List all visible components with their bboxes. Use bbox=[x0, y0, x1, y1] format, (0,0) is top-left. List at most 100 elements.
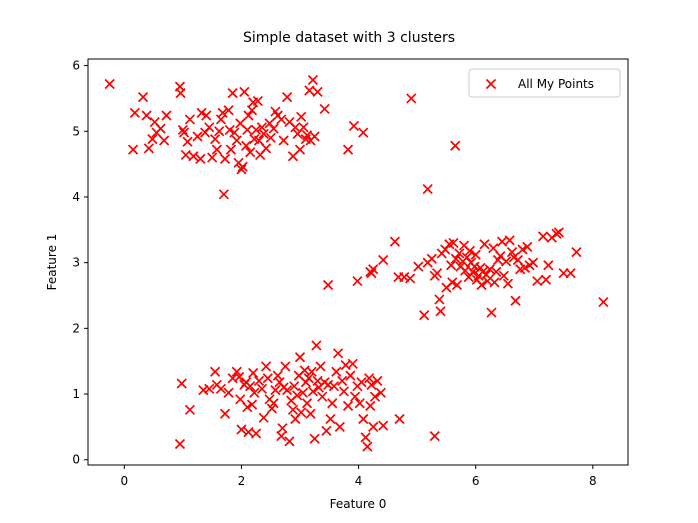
data-point bbox=[291, 390, 303, 401]
data-point bbox=[356, 377, 367, 388]
data-point bbox=[378, 420, 389, 431]
x-tick-label: 0 bbox=[120, 474, 128, 488]
data-point bbox=[450, 253, 461, 264]
data-point bbox=[332, 348, 344, 359]
data-point bbox=[276, 114, 287, 125]
data-point bbox=[323, 279, 334, 291]
data-point bbox=[342, 144, 354, 155]
data-point bbox=[260, 143, 272, 154]
data-point bbox=[502, 278, 514, 289]
data-point bbox=[540, 274, 552, 285]
data-point bbox=[431, 268, 443, 279]
y-tick-label: 4 bbox=[72, 190, 80, 204]
data-point bbox=[372, 375, 383, 387]
data-point bbox=[104, 78, 115, 90]
data-point bbox=[337, 375, 348, 387]
data-point bbox=[470, 249, 481, 260]
data-point bbox=[307, 386, 319, 397]
data-point bbox=[375, 387, 386, 398]
data-point bbox=[354, 398, 365, 409]
data-point bbox=[246, 399, 258, 410]
data-point bbox=[214, 126, 225, 137]
data-point bbox=[565, 268, 576, 279]
data-point bbox=[598, 296, 609, 308]
data-point bbox=[234, 371, 245, 383]
data-point bbox=[319, 103, 330, 115]
data-point bbox=[532, 275, 543, 287]
data-point bbox=[331, 366, 342, 377]
data-point bbox=[270, 385, 281, 396]
data-point bbox=[389, 236, 400, 247]
legend-label: All My Points bbox=[518, 77, 594, 91]
chart-title: Simple dataset with 3 clusters bbox=[243, 30, 455, 46]
data-point bbox=[188, 151, 199, 162]
data-point bbox=[435, 306, 446, 317]
y-axis: 0 1 2 3 4 5 6 bbox=[72, 59, 88, 467]
data-point bbox=[155, 123, 166, 134]
data-point bbox=[260, 361, 272, 372]
data-point bbox=[510, 295, 521, 306]
legend-x-marker bbox=[485, 78, 497, 90]
data-point bbox=[209, 366, 221, 377]
data-point bbox=[196, 107, 207, 118]
data-point bbox=[280, 361, 291, 372]
data-point bbox=[504, 235, 515, 246]
y-tick-label: 6 bbox=[72, 59, 80, 73]
x-tick-label: 4 bbox=[355, 474, 363, 488]
data-point bbox=[209, 134, 221, 145]
data-point bbox=[243, 110, 254, 121]
plot-frame bbox=[87, 58, 629, 466]
data-point bbox=[225, 144, 237, 155]
data-point bbox=[248, 367, 259, 379]
data-point bbox=[242, 402, 253, 413]
data-point bbox=[522, 241, 533, 252]
x-tick-label: 8 bbox=[589, 474, 597, 488]
data-point bbox=[201, 110, 212, 121]
data-point bbox=[312, 86, 323, 97]
data-point bbox=[454, 248, 465, 259]
data-point bbox=[358, 127, 369, 138]
legend: All My Points bbox=[468, 68, 621, 98]
y-tick-label: 2 bbox=[72, 321, 80, 335]
data-point bbox=[297, 387, 309, 398]
data-point bbox=[178, 127, 190, 138]
data-point bbox=[184, 114, 196, 125]
data-point bbox=[348, 120, 360, 132]
data-point bbox=[464, 245, 475, 256]
data-point bbox=[349, 391, 361, 402]
data-point bbox=[296, 407, 307, 418]
data-point bbox=[242, 124, 253, 136]
data-point bbox=[219, 153, 231, 164]
data-point bbox=[219, 408, 231, 419]
data-point bbox=[262, 373, 273, 384]
y-tick-label: 0 bbox=[72, 453, 80, 467]
data-point bbox=[250, 428, 262, 439]
data-point bbox=[241, 140, 252, 151]
data-point bbox=[360, 432, 371, 443]
data-point bbox=[159, 135, 170, 146]
data-point bbox=[519, 262, 531, 274]
data-point bbox=[174, 438, 186, 450]
data-point bbox=[311, 340, 322, 351]
data-point bbox=[528, 257, 539, 268]
data-point bbox=[325, 413, 336, 425]
data-point bbox=[328, 381, 340, 392]
data-point bbox=[204, 383, 215, 394]
data-point bbox=[301, 398, 313, 409]
data-point bbox=[352, 275, 363, 287]
data-point bbox=[268, 123, 279, 134]
data-point bbox=[211, 144, 222, 155]
data-point bbox=[161, 110, 172, 121]
data-point bbox=[207, 152, 218, 163]
data-point bbox=[236, 164, 247, 175]
data-point bbox=[419, 310, 430, 321]
x-tick-label: 2 bbox=[238, 474, 246, 488]
data-point bbox=[278, 135, 289, 146]
data-point bbox=[537, 231, 549, 242]
data-point bbox=[429, 430, 440, 442]
data-point bbox=[215, 383, 227, 394]
data-point bbox=[236, 424, 247, 435]
y-tick-label: 5 bbox=[72, 124, 80, 138]
data-point bbox=[491, 266, 502, 277]
data-point bbox=[282, 92, 293, 103]
